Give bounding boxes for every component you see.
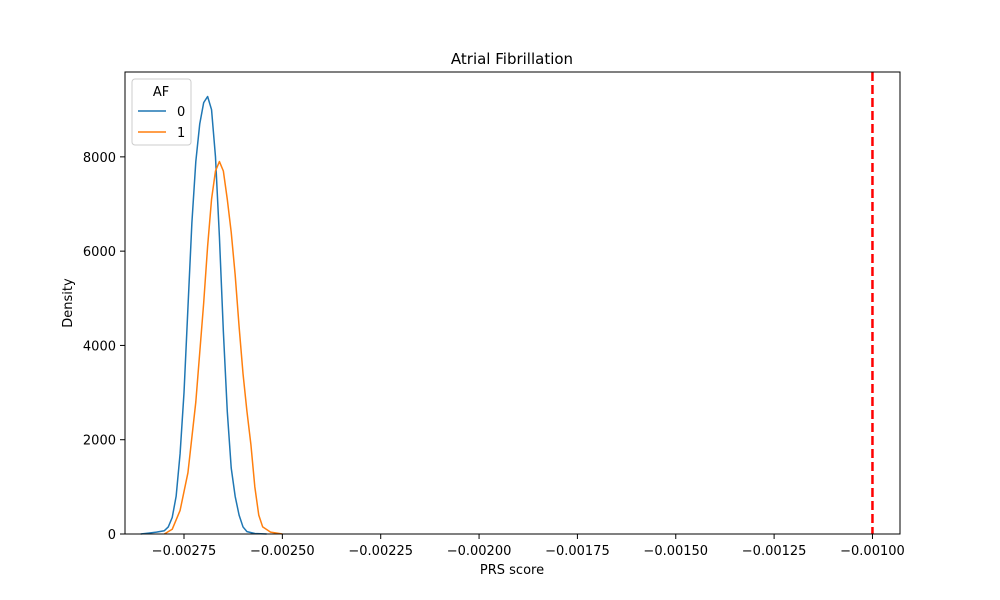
- x-tick-label: −0.00225: [348, 544, 413, 559]
- y-tick-label: 8000: [83, 151, 116, 166]
- x-tick-label: −0.00100: [840, 544, 905, 559]
- y-axis: 0 2000 4000 6000 8000: [83, 151, 125, 543]
- y-tick-label: 4000: [83, 339, 116, 354]
- legend-title: AF: [153, 85, 169, 100]
- plot-area: [140, 72, 874, 535]
- x-tick-label: −0.00150: [643, 544, 708, 559]
- y-tick-label: 2000: [83, 434, 116, 449]
- y-axis-title: Density: [61, 278, 76, 328]
- x-tick-label: −0.00275: [152, 544, 217, 559]
- x-tick-label: −0.00250: [250, 544, 315, 559]
- x-axis: −0.00275 −0.00250 −0.00225 −0.00200 −0.00175…: [152, 534, 905, 559]
- y-tick-label: 6000: [83, 245, 116, 260]
- legend-label-series-0: 0: [177, 105, 185, 120]
- density-line-series-0: [140, 95, 267, 535]
- y-tick-label: 0: [108, 528, 116, 543]
- chart-title: Atrial Fibrillation: [451, 50, 573, 68]
- plot-frame: [124, 71, 901, 535]
- x-tick-label: −0.00175: [545, 544, 610, 559]
- legend-box: [131, 78, 192, 146]
- legend-label-series-1: 1: [177, 126, 185, 141]
- legend: AF 0 1: [131, 78, 192, 146]
- x-axis-title: PRS score: [480, 563, 544, 578]
- x-tick-label: −0.00125: [742, 544, 807, 559]
- x-tick-label: −0.00200: [447, 544, 512, 559]
- density-line-series-1: [163, 160, 283, 535]
